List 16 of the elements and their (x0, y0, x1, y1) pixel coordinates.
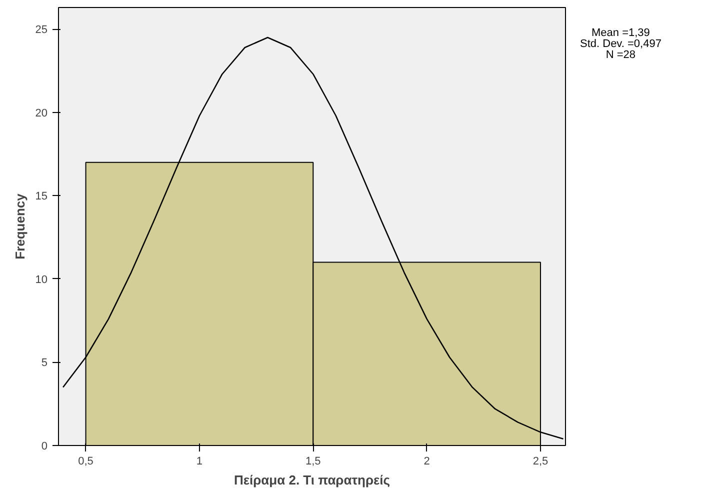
x-tick-label: 1 (196, 456, 203, 468)
y-tick-label: 20 (35, 107, 48, 120)
x-tick-label: 2 (424, 456, 430, 468)
x-tick-label: 0,5 (78, 456, 94, 468)
x-tick-label: 1,5 (305, 456, 321, 468)
x-axis-title: Πείραμα 2. Τι παρατηρείς (234, 472, 390, 488)
text: N =28 (606, 49, 636, 61)
y-tick-label: 5 (41, 357, 48, 370)
text: Mean =1,39 (592, 27, 650, 39)
y-tick-label: 25 (35, 24, 48, 36)
x-tick-label: 2,5 (532, 456, 548, 468)
y-tick-label: 10 (35, 274, 48, 286)
y-tick-label: 0 (41, 440, 48, 452)
text: Std. Dev. =0,497 (580, 38, 662, 50)
y-axis-title: Frequency (12, 192, 28, 260)
y-tick-label: 15 (35, 190, 48, 203)
